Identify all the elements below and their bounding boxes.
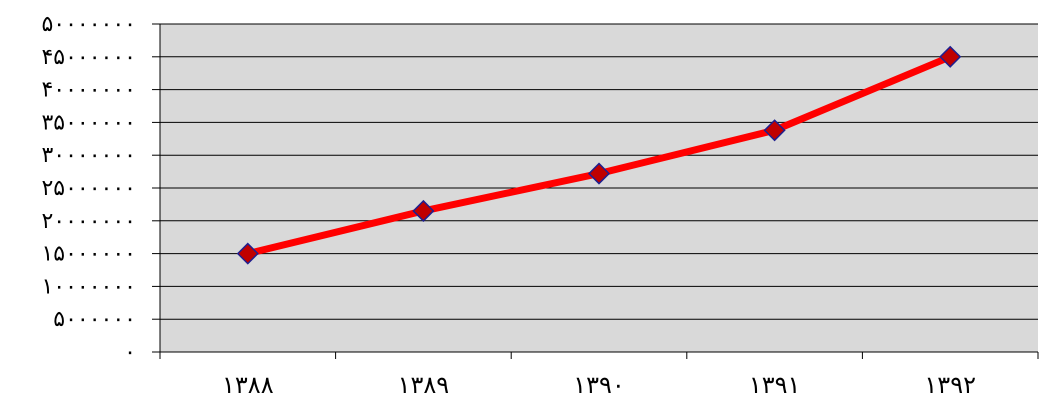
- data-point-marker: [236, 242, 259, 265]
- gridlines: [160, 23, 1038, 320]
- x-tick-label: ۱۳۸۸: [222, 371, 274, 399]
- data-point-marker: [587, 162, 611, 185]
- y-tick-label: ۳٠٠٠٠٠٠٠: [41, 143, 136, 168]
- y-tick-label: ٠: [124, 340, 136, 365]
- y-tick-label: ۲٠٠٠٠٠٠٠: [41, 209, 136, 234]
- x-axis-ticks: ۱۳۸۸ ۱۳۸۹ ۱۳۹۰ ۱۳۹۱ ۱۳۹۲: [159, 352, 1039, 399]
- y-tick-label: ۵٠٠٠٠٠٠: [53, 307, 136, 332]
- markers-layer: [236, 45, 962, 265]
- x-tick-label: ۱۳۹۲: [924, 371, 976, 399]
- y-tick-label: ۲۵٠٠٠٠٠٠: [41, 176, 136, 201]
- x-tick-label: ۱۳۹۰: [573, 371, 625, 399]
- data-point-marker: [412, 199, 435, 223]
- y-tick-label: ۵٠٠٠٠٠٠٠: [41, 12, 136, 37]
- data-point-marker: [939, 45, 962, 68]
- x-tick-label: ۱۳۹۱: [749, 371, 801, 399]
- y-tick-label: ۱٠٠٠٠٠٠٠: [41, 274, 136, 299]
- x-tick-label: ۱۳۸۹: [398, 371, 450, 399]
- y-tick-label: ۱۵٠٠٠٠٠٠: [41, 242, 136, 267]
- y-axis-ticks: ٠ ۵٠٠٠٠٠٠ ۱٠٠٠٠٠٠٠ ۱۵٠٠٠٠٠٠ ۲٠٠٠٠٠٠٠ ۲۵٠٠٠٠٠٠…: [41, 12, 160, 365]
- data-point-marker: [763, 119, 786, 142]
- y-tick-label: ۳۵٠٠٠٠٠٠: [41, 110, 136, 135]
- y-tick-label: ۴۵٠٠٠٠٠٠: [41, 45, 136, 70]
- y-tick-label: ۴٠٠٠٠٠٠٠: [41, 78, 136, 103]
